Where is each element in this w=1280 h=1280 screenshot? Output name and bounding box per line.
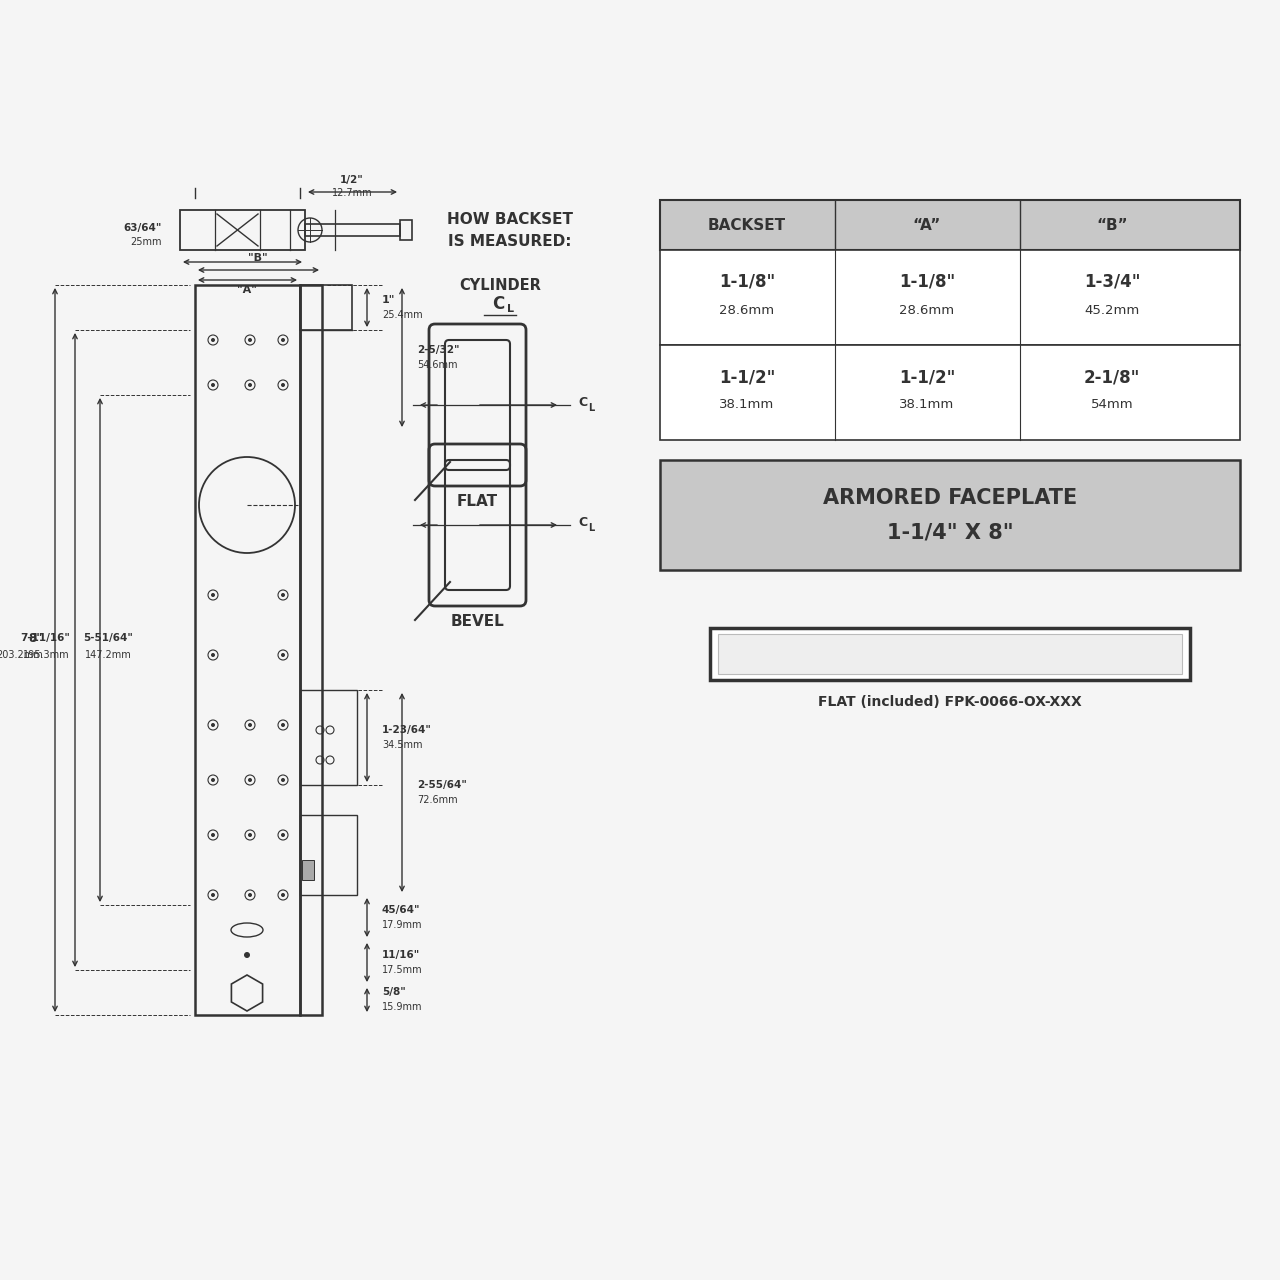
Circle shape: [244, 952, 250, 957]
Bar: [718, 634, 1181, 675]
Circle shape: [248, 723, 252, 727]
Bar: [180, 210, 305, 250]
Text: 15.9mm: 15.9mm: [381, 1002, 422, 1012]
Circle shape: [282, 593, 285, 596]
Text: 1-1/2": 1-1/2": [899, 369, 955, 387]
Text: 45.2mm: 45.2mm: [1084, 303, 1139, 316]
Text: 28.6mm: 28.6mm: [719, 303, 774, 316]
Text: 1-1/2": 1-1/2": [719, 369, 776, 387]
Circle shape: [248, 893, 252, 897]
Text: FLAT (included) FPK-0066-OX-XXX: FLAT (included) FPK-0066-OX-XXX: [818, 695, 1082, 709]
Text: “A”: “A”: [913, 218, 941, 233]
Text: 54.6mm: 54.6mm: [417, 360, 457, 370]
Text: C: C: [579, 517, 588, 530]
Text: BACKSET: BACKSET: [708, 218, 786, 233]
Circle shape: [211, 653, 215, 657]
Bar: [660, 200, 1240, 250]
Text: 25mm: 25mm: [131, 237, 163, 247]
Bar: [305, 224, 399, 236]
Circle shape: [282, 893, 285, 897]
Text: 8": 8": [28, 631, 44, 645]
Text: L: L: [588, 524, 594, 532]
Text: 12.7mm: 12.7mm: [332, 188, 372, 198]
Bar: [300, 285, 352, 330]
Circle shape: [282, 723, 285, 727]
Text: 1/2": 1/2": [340, 175, 364, 186]
Text: 1-1/4" X 8": 1-1/4" X 8": [887, 522, 1014, 541]
Bar: [660, 460, 1240, 570]
Bar: [195, 285, 300, 1015]
Text: 7-11/16": 7-11/16": [20, 634, 70, 643]
Bar: [660, 250, 1240, 346]
Text: ARMORED FACEPLATE: ARMORED FACEPLATE: [823, 488, 1078, 508]
Circle shape: [282, 383, 285, 387]
Circle shape: [211, 893, 215, 897]
Bar: [302, 860, 314, 881]
Bar: [300, 690, 357, 785]
Text: 45/64": 45/64": [381, 905, 421, 915]
Text: 38.1mm: 38.1mm: [719, 398, 774, 411]
Circle shape: [211, 778, 215, 782]
Text: C: C: [492, 294, 504, 314]
Circle shape: [211, 338, 215, 342]
Bar: [399, 220, 412, 241]
Text: 195.3mm: 195.3mm: [23, 650, 70, 660]
Text: 1-23/64": 1-23/64": [381, 724, 431, 735]
Text: 1-1/8": 1-1/8": [899, 273, 955, 291]
Text: “B”: “B”: [1096, 218, 1128, 233]
Text: 5-51/64": 5-51/64": [83, 634, 133, 643]
Text: "A": "A": [237, 285, 257, 294]
Circle shape: [211, 593, 215, 596]
Text: 54mm: 54mm: [1091, 398, 1133, 411]
Text: 2-5/32": 2-5/32": [417, 346, 460, 355]
Text: 25.4mm: 25.4mm: [381, 310, 422, 320]
Text: C: C: [579, 397, 588, 410]
Circle shape: [282, 778, 285, 782]
Circle shape: [248, 338, 252, 342]
Circle shape: [211, 723, 215, 727]
Text: HOW BACKSET: HOW BACKSET: [447, 212, 573, 228]
Circle shape: [248, 833, 252, 837]
Text: 11/16": 11/16": [381, 950, 420, 960]
Bar: [300, 815, 357, 895]
Text: 2-1/8": 2-1/8": [1084, 369, 1140, 387]
Circle shape: [248, 778, 252, 782]
Circle shape: [282, 338, 285, 342]
Text: 72.6mm: 72.6mm: [417, 795, 458, 805]
Circle shape: [282, 833, 285, 837]
Text: L: L: [507, 303, 515, 314]
Text: 203.2mm: 203.2mm: [0, 650, 44, 660]
Text: "B": "B": [248, 253, 268, 262]
Bar: [710, 628, 1190, 680]
Text: 1": 1": [381, 294, 396, 305]
Text: 2-55/64": 2-55/64": [417, 780, 467, 790]
Text: 28.6mm: 28.6mm: [900, 303, 955, 316]
Text: BEVEL: BEVEL: [451, 614, 504, 630]
Bar: [300, 285, 323, 1015]
Text: IS MEASURED:: IS MEASURED:: [448, 234, 572, 250]
Text: 63/64": 63/64": [124, 223, 163, 233]
Circle shape: [211, 383, 215, 387]
Text: CYLINDER: CYLINDER: [460, 278, 541, 293]
Text: 17.5mm: 17.5mm: [381, 965, 422, 975]
Text: 5/8": 5/8": [381, 987, 406, 997]
Text: 1-3/4": 1-3/4": [1084, 273, 1140, 291]
Text: 34.5mm: 34.5mm: [381, 740, 422, 750]
Text: L: L: [588, 403, 594, 413]
Circle shape: [211, 833, 215, 837]
Bar: [660, 346, 1240, 440]
Text: 17.9mm: 17.9mm: [381, 920, 422, 931]
Text: FLAT: FLAT: [457, 494, 498, 509]
Circle shape: [248, 383, 252, 387]
Circle shape: [282, 653, 285, 657]
Text: 147.2mm: 147.2mm: [84, 650, 132, 660]
Text: 1-1/8": 1-1/8": [719, 273, 776, 291]
Text: 38.1mm: 38.1mm: [900, 398, 955, 411]
